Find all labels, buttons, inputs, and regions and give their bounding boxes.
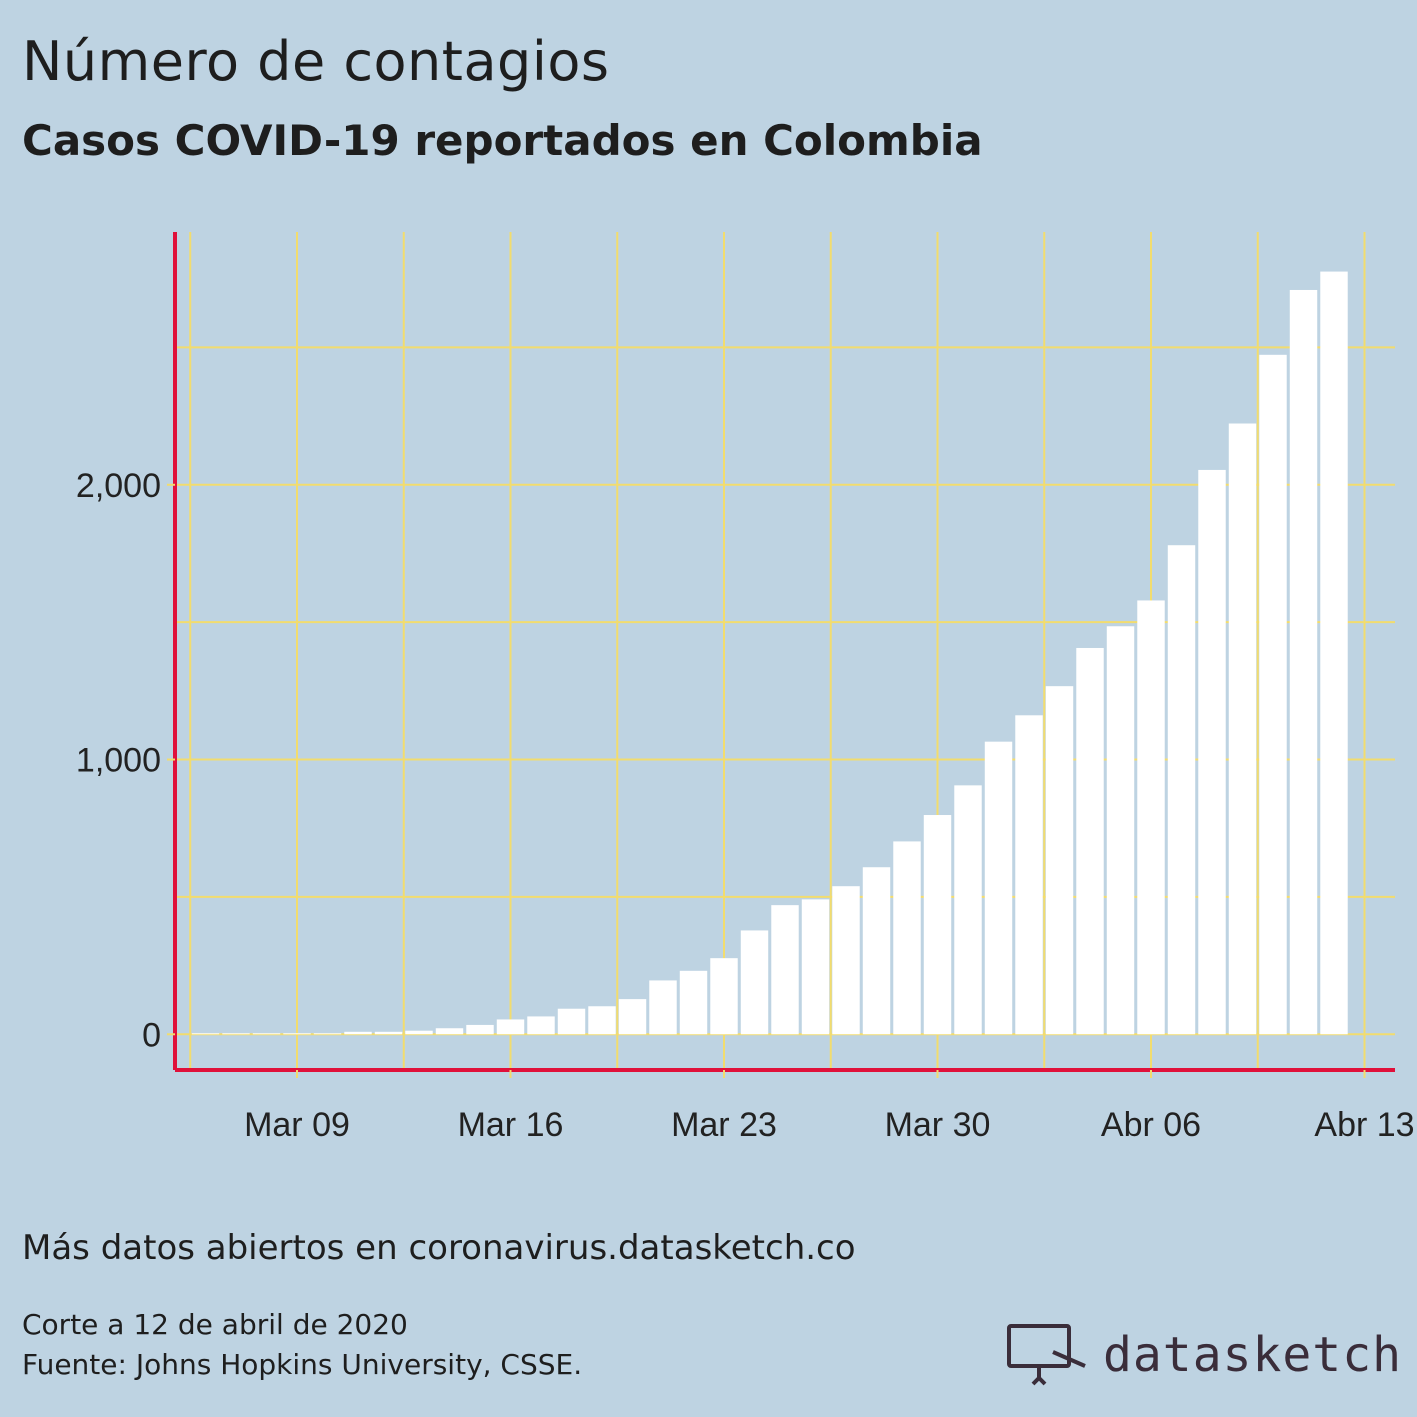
bar xyxy=(252,1033,281,1035)
datasketch-logo: datasketch xyxy=(1005,1322,1402,1388)
y-tick-label: 1,000 xyxy=(76,742,161,780)
brand-name: datasketch xyxy=(1103,1327,1402,1383)
bar xyxy=(923,815,952,1035)
bar xyxy=(557,1008,586,1035)
x-tick-label: Mar 30 xyxy=(885,1106,991,1144)
bar xyxy=(862,867,891,1035)
bar xyxy=(1289,289,1318,1035)
axes xyxy=(167,232,1395,1078)
bar xyxy=(191,1033,220,1035)
bar xyxy=(222,1033,250,1035)
bar xyxy=(1198,469,1226,1035)
monitor-icon xyxy=(1007,1324,1086,1386)
bar xyxy=(649,980,677,1035)
tick-labels: 0 1,000 2,000 Mar 09 Mar 16 Mar 23 Mar 30 Abr 0… xyxy=(76,467,1415,1144)
more-data-link-text: Más datos abiertos en coronavirus.datask… xyxy=(22,1228,856,1268)
bar xyxy=(893,841,921,1035)
bar xyxy=(1228,423,1257,1035)
bar xyxy=(435,1028,464,1035)
y-tick-label: 2,000 xyxy=(76,467,161,505)
bar xyxy=(1137,600,1165,1035)
y-tick-label: 0 xyxy=(142,1016,161,1054)
bar xyxy=(801,899,830,1035)
bar xyxy=(313,1033,342,1035)
bar xyxy=(679,970,708,1035)
bar xyxy=(832,886,860,1035)
bar xyxy=(771,905,799,1035)
bar xyxy=(405,1030,433,1035)
x-tick-label: Abr 06 xyxy=(1101,1106,1201,1144)
x-tick-label: Abr 13 xyxy=(1314,1106,1414,1144)
bar xyxy=(1015,715,1043,1035)
chart-title: Número de contagios xyxy=(22,30,610,93)
x-tick-label: Mar 16 xyxy=(458,1106,564,1144)
bar xyxy=(710,958,738,1035)
bar xyxy=(1106,626,1135,1035)
bar xyxy=(984,741,1013,1035)
bar xyxy=(344,1031,372,1035)
x-tick-label: Mar 09 xyxy=(244,1106,350,1144)
bar xyxy=(740,930,769,1035)
bar xyxy=(1167,545,1196,1035)
bar-chart: 0 1,000 2,000 Mar 09 Mar 16 Mar 23 Mar 30 Abr 0… xyxy=(76,232,1415,1144)
bar xyxy=(1076,647,1104,1035)
bar xyxy=(374,1031,403,1035)
bar xyxy=(1320,271,1348,1035)
x-tick-label: Mar 23 xyxy=(671,1106,777,1144)
bar xyxy=(1259,354,1287,1035)
bar xyxy=(466,1024,494,1035)
bar xyxy=(1045,686,1074,1035)
source-note: Fuente: Johns Hopkins University, CSSE. xyxy=(22,1348,583,1381)
chart-subtitle: Casos COVID-19 reportados en Colombia xyxy=(22,116,983,165)
bar xyxy=(618,999,647,1035)
bar xyxy=(496,1019,525,1035)
bar xyxy=(527,1016,555,1035)
bar xyxy=(588,1006,616,1035)
bar xyxy=(954,785,982,1035)
bar xyxy=(283,1033,311,1035)
cutoff-date-note: Corte a 12 de abril de 2020 xyxy=(22,1308,408,1341)
bars xyxy=(191,271,1348,1035)
